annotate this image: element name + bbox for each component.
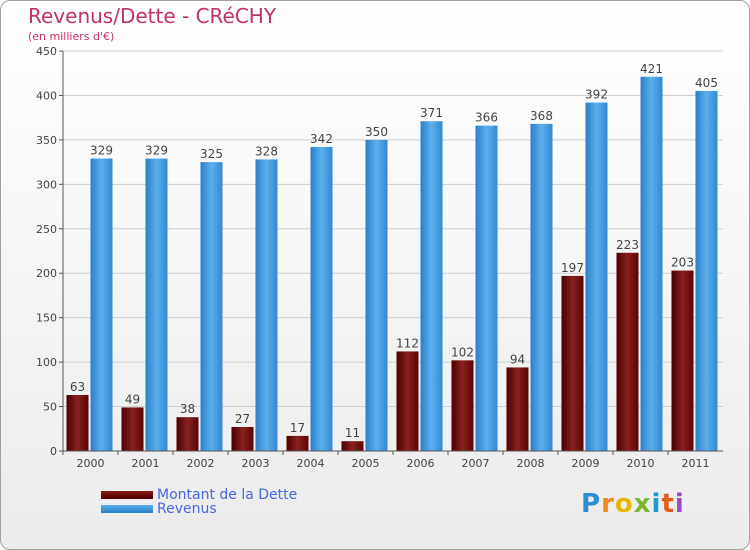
bar-dette [176,417,199,451]
bar-revenus [475,125,498,452]
data-label-dette: 38 [180,402,195,416]
data-label-dette: 223 [616,238,639,252]
bar-dette [121,407,144,451]
data-labels: 63 329 49 329 38 325 27 328 17 342 11 350 112 371 102 3… [70,62,718,440]
data-label-revenus: 368 [530,109,553,123]
legend-label-revenus: Revenus [157,501,217,517]
bar-revenus [310,147,333,451]
data-label-dette: 63 [70,380,85,394]
grid-lines [63,50,723,452]
x-tick-label: 2001 [132,457,160,470]
legend-item-revenus: Revenus [101,501,217,517]
y-tick-label: 400 [36,89,57,102]
logo-letter: P [581,489,602,519]
y-tick-label: 300 [36,178,57,191]
data-label-revenus: 405 [695,76,718,90]
bar-revenus [255,159,278,451]
y-tick-label: 150 [36,312,57,325]
bar-revenus [365,139,388,451]
data-label-revenus: 421 [640,62,663,76]
x-tick-label: 2009 [572,457,600,470]
data-label-dette: 112 [396,336,419,350]
x-tick-label: 2010 [627,457,655,470]
logo-letter: t [661,489,675,519]
data-label-dette: 49 [125,392,140,406]
x-tick-label: 2006 [407,457,435,470]
y-tick-label: 0 [50,445,57,458]
bar-dette [66,395,89,451]
data-label-revenus: 366 [475,111,498,125]
bar-revenus [200,162,223,451]
y-tick-label: 350 [36,134,57,147]
bar-dette [451,360,474,451]
data-label-revenus: 329 [90,144,113,158]
y-tick-label: 450 [36,45,57,58]
bar-dette [231,427,254,451]
bar-revenus [585,102,608,452]
y-tick-label: 200 [36,267,57,280]
bar-revenus [420,121,443,451]
bar-revenus [695,91,718,451]
data-label-revenus: 325 [200,147,223,161]
bars [66,76,718,452]
x-tick-label: 2002 [187,457,215,470]
y-tick-label: 250 [36,223,57,236]
legend-label-dette: Montant de la Dette [157,487,298,503]
bar-dette [286,435,309,451]
chart-title: Revenus/Dette - CRéCHY [28,4,277,28]
data-label-revenus: 328 [255,144,278,158]
bar-revenus [145,158,168,452]
bar-revenus [640,76,663,452]
y-tick-label: 100 [36,356,57,369]
x-tick-label: 2004 [297,457,325,470]
bar-dette [671,270,694,451]
bar-revenus [90,158,113,452]
bar-dette [341,441,364,451]
legend-swatch-revenus [101,505,153,513]
data-label-dette: 17 [290,421,305,435]
bar-dette [561,275,584,451]
bar-dette [396,351,419,451]
x-tick-label: 2007 [462,457,490,470]
bar-revenus [530,123,553,451]
data-label-revenus: 342 [310,132,333,146]
data-label-revenus: 371 [420,106,443,120]
data-label-dette: 94 [510,352,525,366]
data-label-revenus: 329 [145,144,168,158]
data-label-revenus: 350 [365,125,388,139]
data-label-dette: 27 [235,412,250,426]
chart-subtitle: (en milliers d'€) [28,30,115,43]
x-tick-label: 2000 [77,457,105,470]
data-label-dette: 203 [671,256,694,270]
data-label-dette: 11 [345,426,360,440]
proxiti-logo: Proxiti [581,489,685,519]
logo-letter: i [651,489,662,519]
logo-letter: r [601,489,615,519]
x-tick-label: 2011 [682,457,710,470]
legend-item-dette: Montant de la Dette [101,487,297,503]
bar-dette [506,367,529,451]
x-tick-label: 2008 [517,457,545,470]
axes: 0 50 100 150 200 250 300 350 400 450 2000 2001 2002 2… [36,45,723,470]
y-tick-label: 50 [43,401,57,414]
data-label-dette: 102 [451,345,474,359]
legend-swatch-dette [101,491,153,499]
logo-letter: o [614,489,634,519]
bar-dette [616,252,639,451]
logo-letter: x [633,489,652,519]
data-label-revenus: 392 [585,88,608,102]
x-tick-label: 2005 [352,457,380,470]
data-label-dette: 197 [561,261,584,275]
x-tick-label: 2003 [242,457,270,470]
logo-letter: i [674,489,685,519]
